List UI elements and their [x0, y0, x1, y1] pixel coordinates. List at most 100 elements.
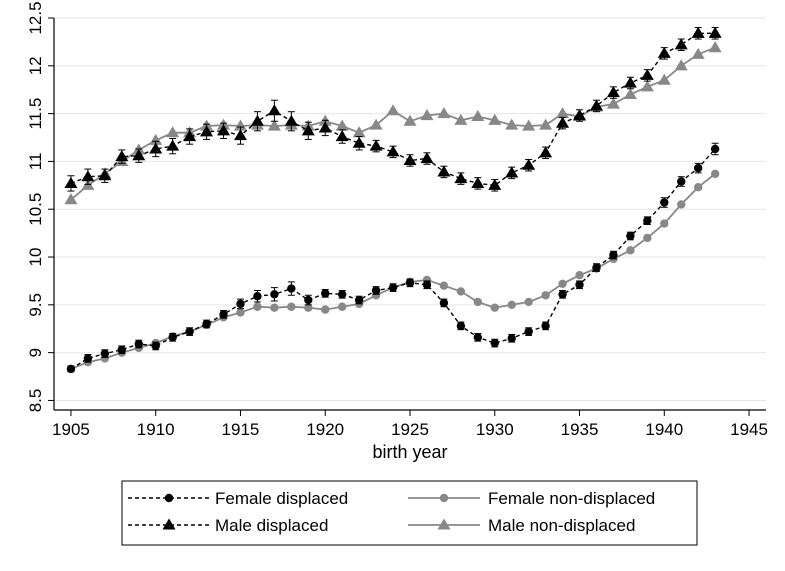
- data-point: [318, 121, 332, 133]
- data-point: [657, 46, 671, 58]
- data-point: [233, 129, 247, 141]
- legend-swatch-marker: [437, 518, 451, 530]
- legend-label: Male displaced: [215, 516, 328, 535]
- data-point: [352, 136, 366, 148]
- x-tick-label: 1935: [561, 420, 599, 439]
- data-point: [660, 219, 669, 228]
- data-point: [301, 124, 315, 136]
- data-point: [437, 165, 451, 177]
- data-point: [149, 133, 163, 145]
- data-point: [98, 169, 112, 181]
- data-point: [488, 178, 502, 190]
- data-point: [115, 150, 129, 162]
- data-point: [352, 126, 366, 138]
- data-point: [403, 114, 417, 126]
- data-point: [335, 119, 349, 131]
- data-point: [606, 86, 620, 98]
- data-point: [202, 319, 211, 329]
- x-tick-label: 1930: [476, 420, 514, 439]
- data-point: [321, 289, 330, 298]
- data-point: [403, 153, 417, 166]
- data-point: [66, 364, 76, 374]
- data-point: [640, 80, 654, 92]
- y-tick-label: 11: [26, 153, 45, 171]
- data-point: [420, 152, 434, 164]
- y-tick-label: 10: [26, 248, 45, 267]
- data-point: [643, 233, 652, 243]
- data-point: [575, 270, 584, 280]
- data-point: [456, 287, 466, 296]
- legend-swatch-marker: [162, 518, 176, 530]
- x-tick-label: 1925: [391, 420, 429, 439]
- data-point: [149, 142, 163, 154]
- series-line: [70, 32, 716, 187]
- data-point: [168, 333, 177, 342]
- data-point: [507, 300, 516, 310]
- data-point: [233, 119, 247, 131]
- data-point: [556, 116, 570, 128]
- data-point: [420, 109, 434, 121]
- x-axis-title: birth year: [372, 442, 447, 462]
- y-tick-label: 9.5: [26, 293, 45, 317]
- data-point: [386, 104, 400, 116]
- y-tick-label: 8.5: [26, 389, 45, 413]
- data-point: [287, 302, 296, 311]
- x-tick-label: 1945: [730, 420, 768, 439]
- data-point: [337, 290, 347, 299]
- data-point: [83, 354, 93, 363]
- data-point: [354, 295, 364, 305]
- data-point: [640, 68, 654, 80]
- data-point: [217, 124, 231, 136]
- data-point: [674, 59, 688, 71]
- data-point: [81, 170, 95, 182]
- data-point: [117, 345, 127, 354]
- data-point: [284, 114, 298, 126]
- data-point: [473, 333, 483, 342]
- data-point: [454, 113, 468, 125]
- data-point: [524, 297, 533, 307]
- data-point: [64, 193, 78, 205]
- data-point: [422, 280, 432, 289]
- data-point: [643, 216, 652, 225]
- legend: Female displaced Female non-displaced Male…: [121, 480, 698, 546]
- data-point: [606, 97, 620, 109]
- y-tick-label: 9: [26, 348, 45, 357]
- data-point: [573, 109, 587, 121]
- data-point: [589, 99, 603, 111]
- series-female-displaced: [66, 142, 720, 374]
- data-point: [490, 303, 499, 312]
- x-tick-label: 1940: [645, 420, 683, 439]
- x-tick-label: 1910: [137, 420, 175, 439]
- data-point: [219, 310, 228, 319]
- legend-label: Female displaced: [215, 489, 348, 508]
- data-point: [200, 125, 214, 137]
- data-point: [321, 305, 330, 314]
- data-point: [369, 139, 383, 151]
- data-point: [454, 172, 468, 184]
- data-point: [337, 302, 347, 311]
- data-point: [183, 130, 197, 142]
- data-point: [539, 118, 553, 130]
- legend-item: Female displaced: [128, 489, 348, 508]
- series-line: [70, 148, 716, 370]
- data-point: [250, 114, 264, 126]
- data-point: [132, 149, 146, 161]
- y-tick-label: 10.5: [26, 193, 45, 226]
- y-tick-label: 12: [26, 56, 45, 75]
- data-point: [439, 298, 449, 308]
- data-point: [626, 231, 635, 241]
- y-tick-label: 11.5: [26, 98, 45, 130]
- series-layer: [64, 26, 722, 374]
- data-point: [660, 198, 669, 207]
- data-point: [693, 183, 703, 192]
- data-point: [335, 130, 349, 142]
- data-point: [708, 26, 722, 38]
- data-point: [134, 339, 143, 349]
- legend-label: Male non-displaced: [488, 516, 635, 535]
- data-point: [270, 303, 279, 312]
- data-point: [657, 73, 671, 85]
- data-point: [490, 338, 499, 348]
- data-point: [623, 76, 637, 88]
- data-point: [236, 299, 245, 309]
- data-point: [151, 341, 160, 351]
